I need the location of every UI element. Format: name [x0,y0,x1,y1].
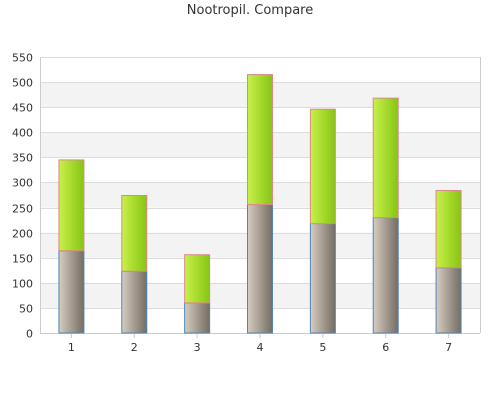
y-axis-tick-labels: 0 50 100 150 200 250 300 350 400 450 500 550 [12,52,33,341]
y-tick-label: 500 [12,77,33,90]
bar-top-1 [58,159,85,252]
y-tick-label: 50 [19,303,33,316]
x-tick-label: 2 [131,341,138,354]
x-tick-label: 1 [68,341,75,354]
bar-bottom-7 [435,267,462,334]
y-tick-label: 300 [12,177,33,190]
x-tick-label: 5 [319,341,326,354]
bar-top-3 [184,254,211,304]
y-tick-label: 200 [12,228,33,241]
x-tick-label: 3 [194,341,201,354]
y-tick-label: 250 [12,203,33,216]
bar-bottom-1 [58,250,85,334]
bar-bottom-4 [247,204,273,334]
x-tick-label: 4 [257,341,264,354]
y-tick-label: 100 [12,278,33,291]
bar-bottom-5 [309,223,336,334]
bar-top-2 [121,195,148,272]
y-tick-label: 450 [12,102,33,115]
x-tick-label: 7 [445,341,452,354]
bars [58,74,462,334]
bar-top-6 [372,97,399,219]
bar-top-4 [247,74,273,206]
y-tick-label: 400 [12,127,33,140]
bar-bottom-3 [184,302,211,334]
y-tick-label: 0 [26,328,33,341]
bar-bottom-2 [121,270,148,334]
x-axis-tick-labels: 1 2 3 4 5 6 7 [68,334,452,354]
y-tick-label: 150 [12,253,33,266]
y-tick-label: 350 [12,152,33,165]
bar-bottom-6 [372,217,399,334]
x-tick-label: 6 [382,341,389,354]
bar-top-7 [435,189,462,269]
chart-title: Nootropil. Compare [186,3,314,18]
bar-top-5 [309,108,336,225]
y-tick-label: 550 [12,52,33,65]
